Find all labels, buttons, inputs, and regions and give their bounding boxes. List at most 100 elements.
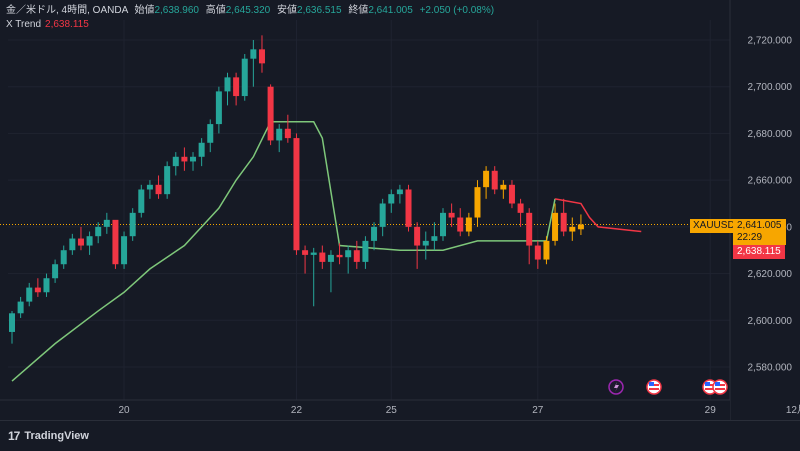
candle bbox=[9, 310, 15, 344]
candle-body bbox=[267, 86, 274, 141]
candle bbox=[508, 180, 515, 209]
candle bbox=[465, 212, 472, 237]
candle bbox=[345, 245, 352, 274]
candle bbox=[310, 247, 317, 307]
candle-body bbox=[233, 77, 240, 97]
indicator-name: X Trend bbox=[6, 19, 42, 30]
flag-stripe bbox=[715, 388, 725, 390]
candle-body bbox=[103, 219, 110, 227]
candle-body bbox=[345, 250, 352, 258]
candle-body bbox=[336, 254, 343, 258]
price-tick-label: 2,620.000 bbox=[748, 269, 793, 280]
candle bbox=[190, 152, 197, 171]
candle-body bbox=[327, 254, 334, 262]
candle bbox=[86, 231, 93, 255]
candle-body bbox=[396, 189, 403, 195]
candle-body bbox=[9, 313, 15, 332]
candle-body bbox=[319, 252, 326, 262]
candle-body bbox=[95, 226, 102, 237]
candle bbox=[396, 184, 403, 204]
candle bbox=[17, 296, 24, 318]
candle bbox=[284, 114, 291, 143]
candle-body bbox=[250, 49, 257, 59]
candle bbox=[146, 180, 153, 199]
candle bbox=[353, 240, 360, 269]
candle-body bbox=[500, 184, 507, 190]
chart-legend: 金／米ドル, 4時間, OANDA 始値2,638.960 高値2,645.32… bbox=[6, 4, 494, 32]
candle-body bbox=[526, 212, 533, 246]
time-tick-label: 12月 bbox=[786, 404, 800, 416]
candle bbox=[77, 226, 84, 251]
candle bbox=[138, 184, 145, 218]
flag-canton bbox=[649, 382, 654, 386]
candle-body bbox=[34, 287, 41, 293]
candle bbox=[552, 203, 559, 246]
indicator-value: 2,638.115 bbox=[45, 19, 89, 30]
candle-body bbox=[155, 184, 162, 195]
candle bbox=[172, 152, 179, 176]
time-tick-label: 29 bbox=[705, 405, 717, 416]
candle-body bbox=[198, 142, 205, 157]
candle bbox=[129, 208, 136, 241]
candle bbox=[26, 282, 33, 307]
candle-body bbox=[310, 252, 317, 255]
candle bbox=[241, 54, 248, 101]
legend-indicator-row[interactable]: X Trend 2,638.115 bbox=[6, 18, 494, 32]
candle bbox=[319, 245, 326, 269]
candle bbox=[103, 212, 110, 234]
candles bbox=[9, 35, 584, 344]
price-tick-label: 2,720.000 bbox=[748, 36, 793, 47]
candle bbox=[371, 222, 378, 251]
price-tick-label: 2,580.000 bbox=[748, 363, 793, 374]
close-label: 終値 bbox=[348, 5, 369, 16]
candle-body bbox=[121, 236, 128, 265]
tradingview-logo[interactable]: 17 TradingView bbox=[8, 429, 89, 443]
candle-body bbox=[474, 187, 481, 218]
footer-bar: 17 TradingView bbox=[0, 420, 800, 451]
candle-body bbox=[431, 236, 438, 241]
candle bbox=[198, 138, 205, 167]
high-value: 2,645.320 bbox=[225, 5, 271, 16]
candle bbox=[258, 35, 265, 73]
open-value: 2,638.960 bbox=[154, 5, 199, 16]
candle-body bbox=[405, 189, 412, 227]
candle bbox=[224, 72, 231, 106]
candle-body bbox=[577, 224, 584, 230]
candle-body bbox=[207, 124, 214, 143]
candle-body bbox=[215, 91, 222, 125]
candle-body bbox=[508, 184, 515, 204]
candle bbox=[215, 86, 222, 134]
candle bbox=[95, 222, 102, 244]
flag-stripe bbox=[705, 388, 715, 390]
price-tick-label: 2,680.000 bbox=[748, 129, 793, 140]
candle-body bbox=[60, 250, 67, 265]
candle bbox=[405, 184, 412, 232]
candle-body bbox=[241, 58, 248, 97]
price-axis: 2,580.0002,600.0002,620.0002,640.0002,66… bbox=[729, 0, 800, 420]
indicator-price-tag: 2,638.115 bbox=[733, 245, 785, 259]
candle bbox=[577, 214, 584, 235]
candle bbox=[250, 40, 257, 87]
price-tick-label: 2,660.000 bbox=[748, 176, 793, 187]
candle bbox=[560, 198, 567, 237]
candle bbox=[207, 119, 214, 153]
candle bbox=[34, 278, 41, 297]
tv-logo-icon: 17 bbox=[8, 429, 20, 443]
candle-body bbox=[491, 170, 498, 190]
candle bbox=[362, 236, 369, 269]
candle-body bbox=[569, 226, 576, 232]
candle bbox=[569, 217, 576, 241]
candle bbox=[388, 189, 395, 213]
event-markers bbox=[608, 379, 728, 395]
candle-body bbox=[457, 217, 464, 232]
candle-body bbox=[224, 77, 231, 92]
symbol-title[interactable]: 金／米ドル, 4時間, OANDA bbox=[6, 5, 128, 16]
candle bbox=[233, 72, 240, 106]
candle bbox=[43, 273, 50, 297]
candle-body bbox=[129, 212, 136, 237]
time-axis: 202225272912月4 bbox=[0, 399, 800, 420]
candle bbox=[483, 166, 490, 199]
time-tick-label: 20 bbox=[118, 405, 130, 416]
candle bbox=[121, 231, 128, 269]
